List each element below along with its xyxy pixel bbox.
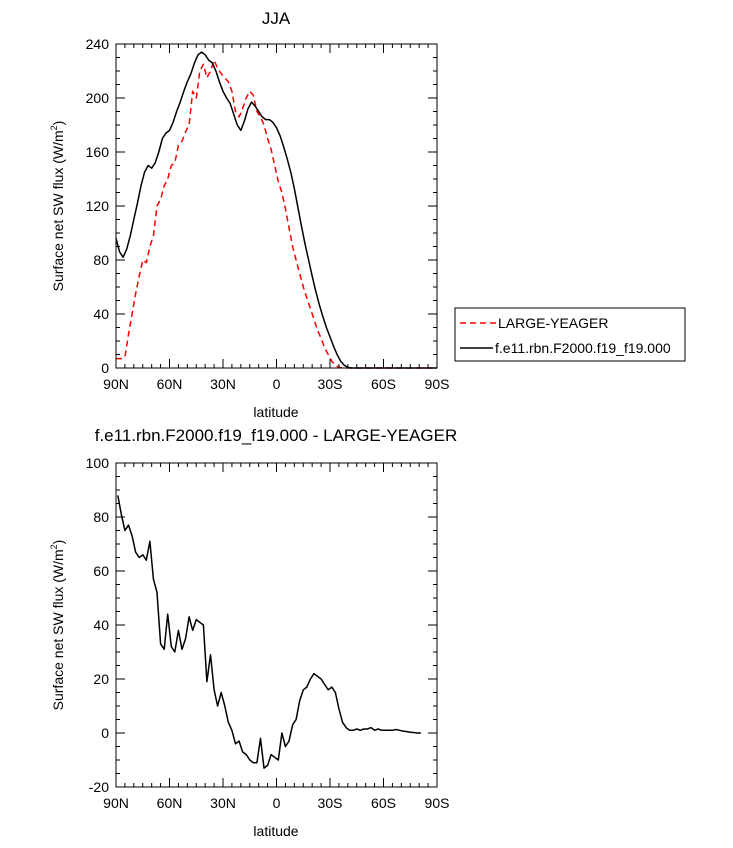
top-panel: JJA 90N 60N 30N 0 30S 60S 90S 0 40 80 120 160 200 240… <box>49 9 686 420</box>
bottom-series-group <box>117 495 421 769</box>
bottom-y-axis-label: Surface net SW flux (W/m2) <box>49 540 66 711</box>
top-plot-frame <box>115 43 438 369</box>
bottom-x-tick-label: 90N <box>103 795 129 811</box>
top-y-tick-label: 80 <box>93 252 109 268</box>
bottom-x-tick-label: 0 <box>273 795 281 811</box>
bottom-x-tick-label: 60N <box>157 795 183 811</box>
bottom-y-label-close: ) <box>50 540 66 545</box>
bottom-x-tick-label: 90S <box>425 795 450 811</box>
bottom-y-label-superscript: 2 <box>49 544 59 549</box>
top-series-line-1 <box>115 51 437 369</box>
top-y-tick-label: 200 <box>86 90 110 106</box>
top-x-tick-label: 90S <box>425 376 450 392</box>
bottom-x-axis-label: latitude <box>253 823 298 839</box>
bottom-tick-labels: 90N 60N 30N 0 30S 60S 90S -20 0 20 40 60 80 100 <box>86 455 450 811</box>
bottom-chart-title: f.e11.rbn.F2000.f19_f19.000 - LARGE-YEAG… <box>95 426 458 445</box>
bottom-panel: f.e11.rbn.F2000.f19_f19.000 - LARGE-YEAG… <box>49 426 457 839</box>
top-y-tick-label: 240 <box>86 36 110 52</box>
bottom-y-tick-label: 20 <box>93 671 109 687</box>
top-y-tick-label: 120 <box>86 198 110 214</box>
top-x-tick-label: 30N <box>210 376 236 392</box>
bottom-ticks-group <box>115 462 438 788</box>
bottom-y-tick-label: 40 <box>93 617 109 633</box>
top-x-tick-label: 60N <box>157 376 183 392</box>
bottom-y-tick-label: 80 <box>93 509 109 525</box>
top-tick-labels: 90N 60N 30N 0 30S 60S 90S 0 40 80 120 160 200 240 <box>86 36 450 392</box>
bottom-x-tick-label: 30S <box>318 795 343 811</box>
top-x-tick-label: 30S <box>318 376 343 392</box>
legend-label-f-e11: f.e11.rbn.F2000.f19_f19.000 <box>495 340 671 356</box>
top-y-tick-label: 40 <box>93 306 109 322</box>
bottom-x-tick-label: 60S <box>371 795 396 811</box>
bottom-series-line-0 <box>117 495 421 769</box>
bottom-y-tick-label: 0 <box>101 725 109 741</box>
bottom-y-tick-label: 60 <box>93 563 109 579</box>
bottom-plot-frame <box>115 462 438 788</box>
top-ticks-group <box>115 43 438 369</box>
top-y-tick-label: 160 <box>86 144 110 160</box>
top-x-tick-label: 0 <box>273 376 281 392</box>
top-x-tick-label: 90N <box>103 376 129 392</box>
top-y-tick-label: 0 <box>101 360 109 376</box>
bottom-y-tick-label: -20 <box>89 779 109 795</box>
top-y-label-main: Surface net SW flux (W/m <box>50 130 66 291</box>
bottom-y-label-main: Surface net SW flux (W/m <box>50 549 66 710</box>
top-y-label-superscript: 2 <box>49 125 59 130</box>
bottom-x-tick-label: 30N <box>210 795 236 811</box>
top-x-axis-label: latitude <box>253 404 298 420</box>
legend-label-large-yeager: LARGE-YEAGER <box>498 315 608 331</box>
top-series-group <box>115 51 437 369</box>
legend: LARGE-YEAGER f.e11.rbn.F2000.f19_f19.000 <box>454 307 686 362</box>
top-series-line-0 <box>116 59 437 369</box>
legend-box <box>454 307 686 362</box>
top-y-label-close: ) <box>50 121 66 126</box>
bottom-y-tick-label: 100 <box>86 455 110 471</box>
top-chart-title: JJA <box>262 9 291 28</box>
top-y-axis-label: Surface net SW flux (W/m2) <box>49 121 66 292</box>
top-x-tick-label: 60S <box>371 376 396 392</box>
